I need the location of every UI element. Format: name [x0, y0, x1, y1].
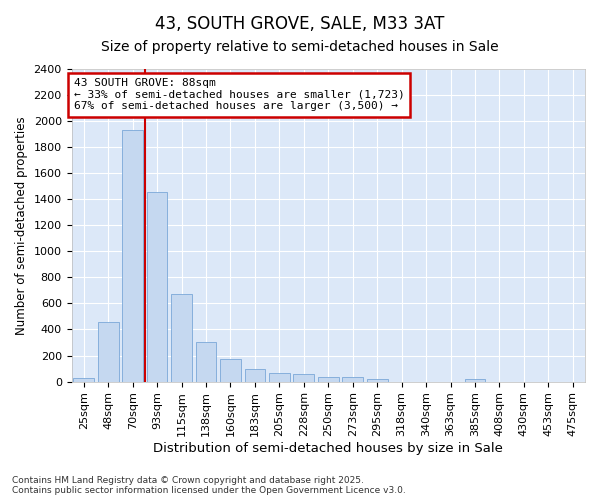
Bar [171, 294, 192, 382]
Bar [220, 359, 241, 382]
X-axis label: Distribution of semi-detached houses by size in Sale: Distribution of semi-detached houses by … [154, 442, 503, 455]
Bar [367, 379, 388, 382]
Y-axis label: Number of semi-detached properties: Number of semi-detached properties [15, 116, 28, 334]
Bar [147, 192, 167, 382]
Text: 43, SOUTH GROVE, SALE, M33 3AT: 43, SOUTH GROVE, SALE, M33 3AT [155, 15, 445, 33]
Bar [73, 378, 94, 382]
Bar [269, 373, 290, 382]
Text: 43 SOUTH GROVE: 88sqm
← 33% of semi-detached houses are smaller (1,723)
67% of s: 43 SOUTH GROVE: 88sqm ← 33% of semi-deta… [74, 78, 405, 112]
Bar [98, 322, 119, 382]
Bar [318, 377, 338, 382]
Bar [464, 379, 485, 382]
Text: Size of property relative to semi-detached houses in Sale: Size of property relative to semi-detach… [101, 40, 499, 54]
Bar [196, 342, 217, 382]
Bar [343, 377, 363, 382]
Bar [245, 368, 265, 382]
Text: Contains HM Land Registry data © Crown copyright and database right 2025.
Contai: Contains HM Land Registry data © Crown c… [12, 476, 406, 495]
Bar [293, 374, 314, 382]
Bar [122, 130, 143, 382]
